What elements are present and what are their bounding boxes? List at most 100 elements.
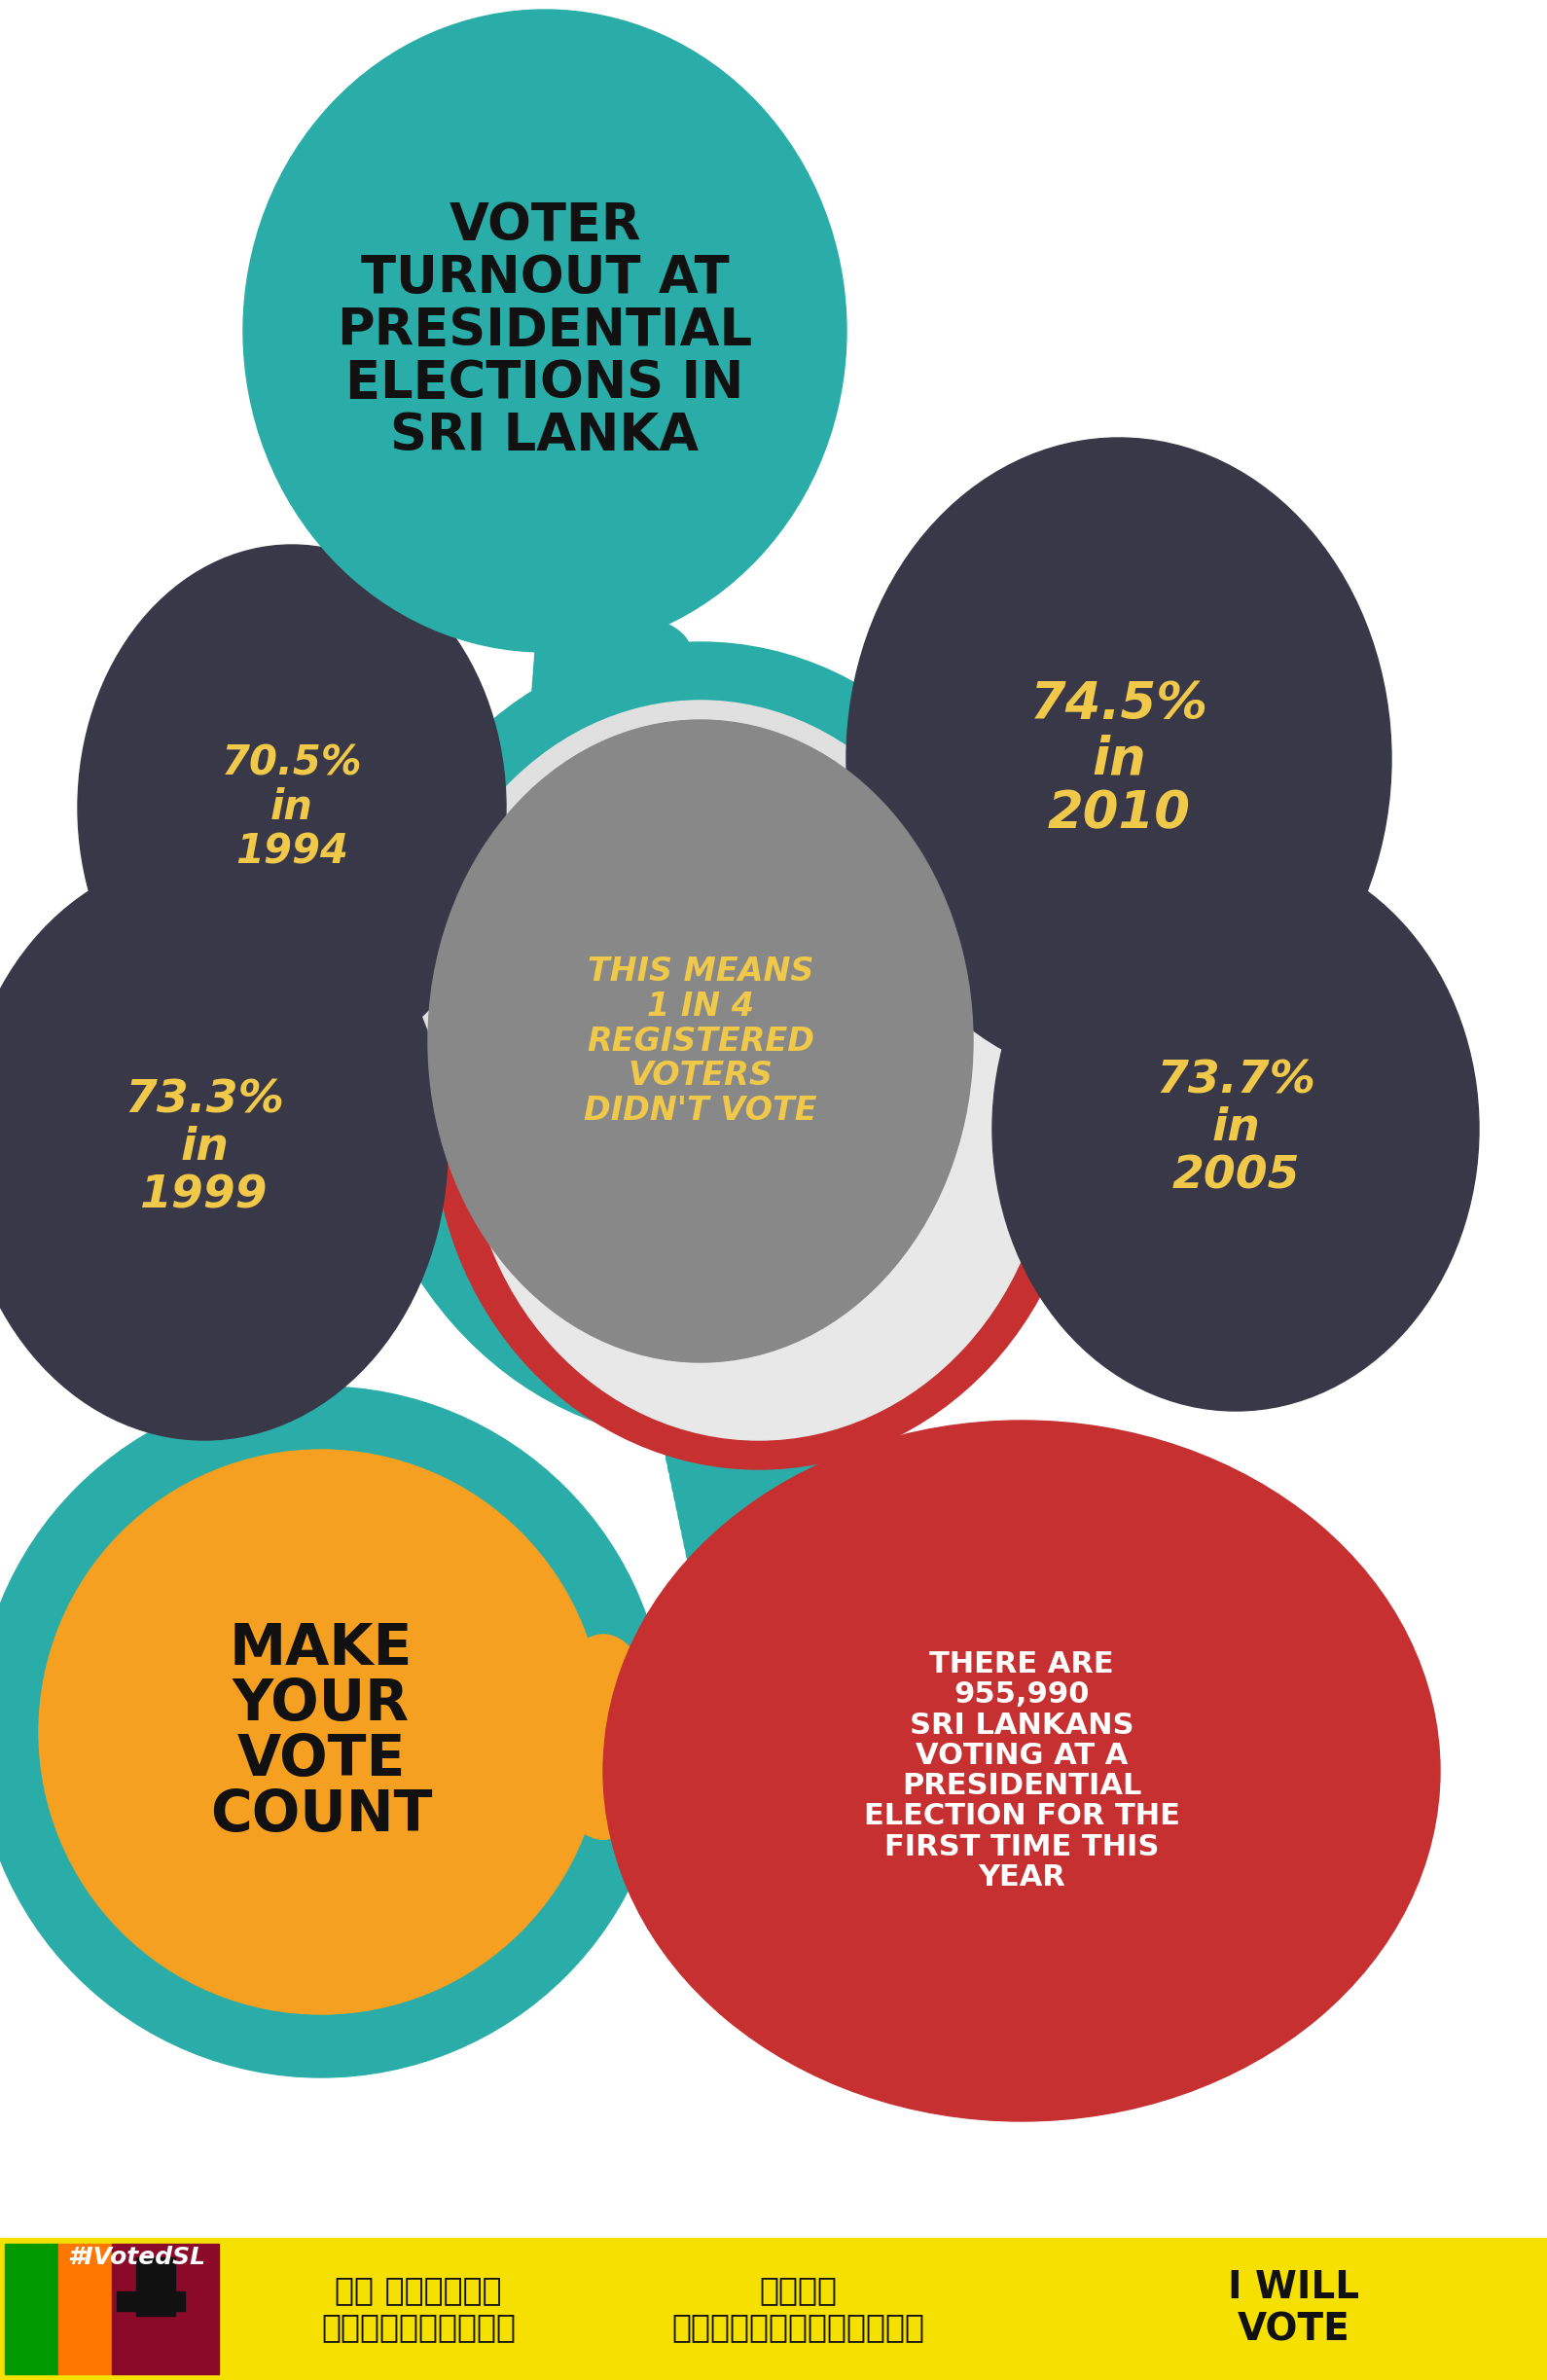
Ellipse shape [678,1476,834,1552]
Text: 73.7%
in
2005: 73.7% in 2005 [1156,1059,1315,1197]
Ellipse shape [871,833,1027,912]
Ellipse shape [917,895,1072,973]
Bar [116,2292,184,2311]
Ellipse shape [384,835,540,914]
Ellipse shape [924,921,1080,997]
Text: MAKE
YOUR
VOTE
COUNT: MAKE YOUR VOTE COUNT [210,1621,432,1842]
Ellipse shape [362,1073,517,1152]
Ellipse shape [902,871,1058,947]
Ellipse shape [549,1645,657,1840]
Ellipse shape [515,866,671,945]
Ellipse shape [524,750,681,828]
Ellipse shape [718,1664,874,1742]
Ellipse shape [914,888,1069,966]
Ellipse shape [377,850,532,928]
Ellipse shape [859,1038,1015,1116]
Text: THERE ARE
955,990
SRI LANKANS
VOTING AT A
PRESIDENTIAL
ELECTION FOR THE
FIRST TI: THERE ARE 955,990 SRI LANKANS VOTING AT … [863,1649,1180,1892]
Ellipse shape [549,1645,657,1840]
Ellipse shape [922,945,1078,1023]
Ellipse shape [343,1009,498,1088]
Ellipse shape [642,1304,798,1383]
Text: நான்
வாக்களிப்பேன்: நான் வாக்களிப்பேன் [671,2275,924,2344]
Ellipse shape [521,788,678,866]
Ellipse shape [394,814,551,892]
Ellipse shape [549,1637,657,1833]
Ellipse shape [523,776,678,852]
Ellipse shape [684,1502,840,1580]
Ellipse shape [907,983,1063,1059]
Ellipse shape [391,821,548,900]
Ellipse shape [644,1314,800,1392]
Ellipse shape [342,1004,498,1081]
Ellipse shape [243,10,846,652]
Text: #IVotedSL: #IVotedSL [67,2247,206,2268]
Ellipse shape [907,876,1063,954]
Ellipse shape [846,1052,1002,1128]
Ellipse shape [340,969,497,1047]
Ellipse shape [674,1457,829,1533]
Ellipse shape [347,1023,501,1102]
Ellipse shape [373,857,529,935]
Ellipse shape [922,914,1078,992]
Ellipse shape [846,438,1391,1081]
Ellipse shape [520,821,674,897]
Ellipse shape [710,1626,866,1704]
Ellipse shape [668,1428,823,1504]
Ellipse shape [348,919,504,997]
Ellipse shape [356,1059,512,1138]
Ellipse shape [549,1642,657,1837]
Ellipse shape [549,1637,657,1833]
Ellipse shape [681,1485,835,1561]
Ellipse shape [549,1642,657,1837]
Ellipse shape [865,1033,1021,1109]
Bar [5,2244,59,2375]
Ellipse shape [993,847,1479,1411]
Ellipse shape [883,1014,1038,1092]
Ellipse shape [670,1438,826,1514]
Ellipse shape [701,1578,855,1656]
Ellipse shape [690,1530,846,1609]
Ellipse shape [911,883,1066,959]
Ellipse shape [77,545,506,1071]
Ellipse shape [518,840,673,919]
Bar [59,2244,111,2375]
Ellipse shape [340,990,497,1066]
Ellipse shape [656,1371,812,1447]
Ellipse shape [528,709,684,788]
Ellipse shape [342,962,497,1040]
Ellipse shape [852,814,1009,892]
Ellipse shape [549,1640,657,1835]
Ellipse shape [667,1418,821,1495]
Ellipse shape [549,1635,657,1830]
Ellipse shape [532,652,688,731]
Ellipse shape [698,1568,854,1647]
Ellipse shape [712,1635,868,1714]
Ellipse shape [671,1447,828,1523]
Ellipse shape [521,795,678,873]
Ellipse shape [685,1511,842,1590]
Ellipse shape [716,1654,871,1733]
Ellipse shape [549,1640,657,1835]
Ellipse shape [524,757,679,833]
Ellipse shape [534,626,690,704]
Ellipse shape [532,645,688,724]
Ellipse shape [345,1016,500,1095]
Ellipse shape [343,947,498,1026]
Ellipse shape [888,852,1044,928]
Ellipse shape [523,769,679,847]
Ellipse shape [528,716,682,795]
Ellipse shape [549,1645,657,1837]
Ellipse shape [517,847,673,923]
Ellipse shape [846,807,1002,885]
Ellipse shape [367,871,523,947]
Ellipse shape [549,1642,657,1837]
Ellipse shape [0,1388,667,2078]
Ellipse shape [526,724,682,802]
Ellipse shape [549,1635,657,1830]
Ellipse shape [354,1052,509,1130]
Ellipse shape [924,938,1080,1016]
Text: THIS MEANS
1 IN 4
REGISTERED
VOTERS
DIDN'T VOTE: THIS MEANS 1 IN 4 REGISTERED VOTERS DIDN… [585,957,817,1126]
Ellipse shape [919,957,1075,1035]
Ellipse shape [399,807,554,885]
Ellipse shape [351,912,506,990]
